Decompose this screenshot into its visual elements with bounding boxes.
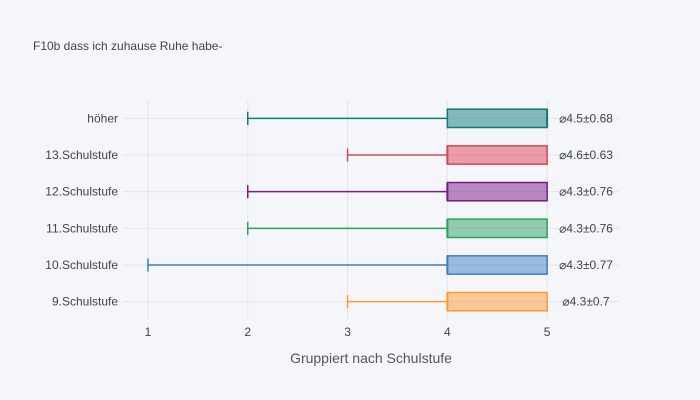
- box-annotation: ⌀4.3±0.77: [559, 258, 613, 272]
- box-rect: [446, 145, 548, 165]
- box-annotation: ⌀4.3±0.7: [562, 295, 610, 309]
- box-rect: [446, 255, 548, 275]
- x-tick-label: 3: [344, 325, 351, 339]
- box-rect: [446, 181, 548, 202]
- x-axis-label: Gruppiert nach Schulstufe: [290, 350, 452, 366]
- y-tick-label: 10.Schulstufe: [45, 258, 118, 272]
- box-annotation: ⌀4.5±0.68: [559, 111, 613, 125]
- y-tick-labels: 9.Schulstufe 10.Schulstufe 11.Schulstufe 12…: [45, 111, 118, 308]
- y-tick-label: 11.Schulstufe: [46, 221, 118, 235]
- x-tick-label: 5: [544, 325, 551, 339]
- box-11.Schulstufe: [246, 218, 548, 239]
- box-rect: [446, 108, 548, 129]
- box-13.Schulstufe: [346, 145, 548, 165]
- box-annotation: ⌀4.6±0.63: [559, 148, 613, 162]
- x-tick-labels: 1 2 3 4 5: [145, 325, 551, 339]
- plot-area: [123, 100, 619, 320]
- x-tick-label: 2: [244, 325, 251, 339]
- boxes: [147, 108, 549, 312]
- y-tick-label: 9.Schulstufe: [52, 295, 118, 309]
- box-rect: [446, 218, 548, 239]
- box-annotation: ⌀4.3±0.76: [559, 221, 613, 235]
- box-9.Schulstufe: [346, 291, 548, 312]
- box-10.Schulstufe: [147, 255, 548, 275]
- box-höher: [246, 108, 549, 129]
- box-annotation: ⌀4.3±0.76: [559, 185, 613, 199]
- annotations: ⌀4.3±0.7 ⌀4.3±0.77 ⌀4.3±0.76 ⌀4.3±0.76 ⌀4.6±…: [559, 111, 613, 308]
- chart-title: F10b dass ich zuhause Ruhe habe-: [33, 39, 222, 53]
- y-tick-label: höher: [87, 111, 118, 125]
- box-12.Schulstufe: [246, 181, 548, 202]
- y-tick-label: 12.Schulstufe: [45, 185, 118, 199]
- x-tick-label: 1: [145, 325, 152, 339]
- x-tick-label: 4: [444, 325, 451, 339]
- box-rect: [446, 291, 548, 312]
- y-tick-label: 13.Schulstufe: [45, 148, 118, 162]
